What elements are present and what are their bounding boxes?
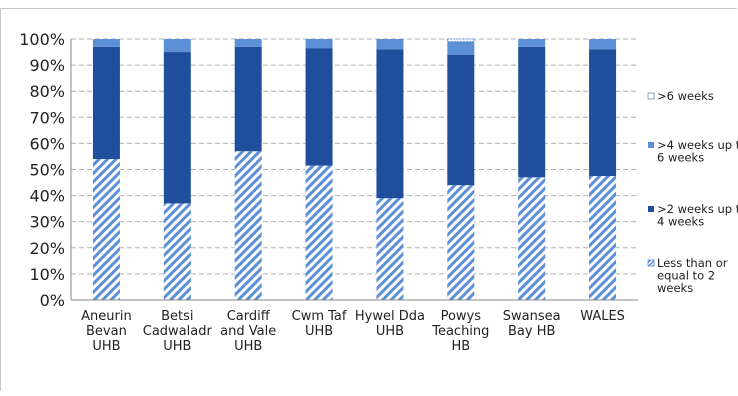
- legend-label: 4 weeks: [657, 215, 704, 229]
- legend: >6 weeks >4 weeks up to6 weeks >2 weeks up…: [647, 89, 738, 295]
- bar-segment: [447, 41, 475, 55]
- y-tick-label: 50%: [29, 161, 65, 180]
- legend-label: 6 weeks: [657, 151, 704, 165]
- bar-segment: [92, 46, 120, 160]
- x-tick-label: UHB: [305, 324, 333, 339]
- bar-segment: [234, 151, 262, 300]
- y-tick-label: 10%: [29, 265, 65, 284]
- bar-segment: [234, 39, 262, 47]
- bars: [92, 38, 617, 300]
- bar-segment: [447, 54, 475, 186]
- bar-segment: [589, 176, 617, 300]
- bar-segment: [305, 39, 333, 49]
- x-tick-label: Cardiff: [227, 309, 271, 324]
- bar-segment: [589, 39, 617, 50]
- bar-segment: [447, 185, 475, 300]
- legend-swatch: [647, 92, 655, 100]
- y-tick-label: 80%: [29, 82, 65, 101]
- legend-label: >2 weeks up to: [657, 202, 738, 216]
- legend-label: Less than or: [657, 256, 728, 270]
- x-tick-label: Teaching: [431, 324, 489, 339]
- legend-label: >4 weeks up to: [657, 138, 738, 152]
- y-tick-label: 90%: [29, 56, 65, 75]
- legend-swatch: [648, 142, 654, 148]
- y-tick-label: 30%: [29, 213, 65, 232]
- bar-segment: [163, 39, 191, 53]
- y-tick-label: 0%: [40, 291, 65, 310]
- x-tick-label: Powys: [441, 309, 482, 324]
- x-tick-label: Bevan: [86, 324, 127, 339]
- x-tick-label: Bay HB: [508, 324, 555, 339]
- bar-segment: [589, 49, 617, 177]
- x-tick-label: UHB: [234, 339, 262, 354]
- y-tick-label: 20%: [29, 239, 65, 258]
- x-tick-label: HB: [451, 339, 470, 354]
- bar-segment: [163, 203, 191, 300]
- y-tick-label: 40%: [29, 187, 65, 206]
- x-tick-label: UHB: [163, 339, 191, 354]
- gridlines: [71, 38, 638, 275]
- legend-swatch: [648, 206, 654, 212]
- bar-segment: [518, 46, 546, 178]
- x-tick-label: Swansea: [503, 309, 561, 324]
- x-tick-label: Betsi: [161, 309, 193, 324]
- bar-segment: [518, 177, 546, 300]
- y-tick-label: 70%: [29, 108, 65, 127]
- bar-segment: [376, 198, 404, 300]
- legend-swatch: [647, 259, 655, 267]
- stacked-bar-chart: 0% 10% 20% 30% 40% 50% 60% 70% 80% 90% 100% Aneuri…: [19, 30, 738, 354]
- legend-label: equal to 2: [657, 269, 715, 283]
- bar-segment: [92, 39, 120, 47]
- bar-segment: [92, 159, 120, 300]
- x-tick-label: Cadwaladr: [143, 324, 213, 339]
- bar-segment: [376, 49, 404, 199]
- legend-label: weeks: [657, 281, 693, 295]
- x-tick-label: Cwm Taf: [292, 309, 347, 324]
- chart-frame: 0% 10% 20% 30% 40% 50% 60% 70% 80% 90% 100% Aneuri…: [0, 8, 738, 391]
- y-tick-label: 100%: [19, 30, 65, 49]
- x-tick-label: Aneurin: [81, 309, 132, 324]
- legend-label: >6 weeks: [657, 89, 714, 103]
- y-tick-label: 60%: [29, 134, 65, 153]
- bar-segment: [163, 52, 191, 204]
- bar-segment: [305, 48, 333, 166]
- bar-segment: [234, 46, 262, 152]
- bar-segment: [376, 39, 404, 50]
- x-tick-label: and Vale: [220, 324, 276, 339]
- x-tick-label: UHB: [92, 339, 120, 354]
- x-axis: AneurinBevanUHBBetsiCadwaladrUHBCardiffa…: [71, 299, 638, 354]
- y-axis: 0% 10% 20% 30% 40% 50% 60% 70% 80% 90% 100%: [19, 30, 72, 310]
- bar-segment: [518, 39, 546, 47]
- x-tick-label: Hywel Dda: [355, 309, 425, 324]
- x-tick-label: UHB: [376, 324, 404, 339]
- x-tick-label: WALES: [580, 309, 625, 324]
- bar-segment: [446, 38, 475, 43]
- bar-segment: [305, 165, 333, 300]
